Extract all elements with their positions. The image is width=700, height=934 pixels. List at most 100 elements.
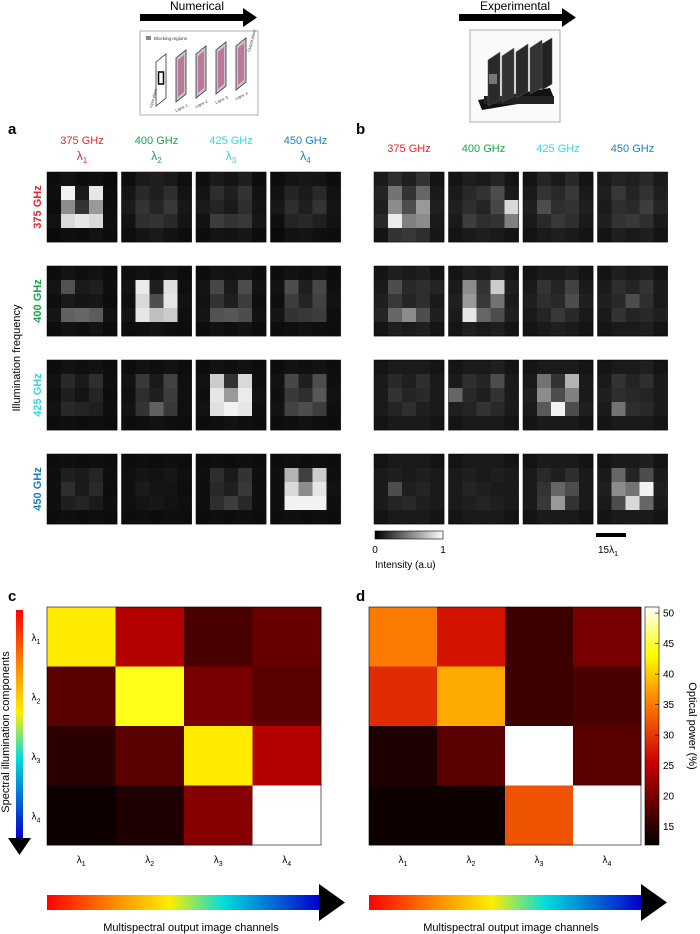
- experimental-arrow-head: [562, 8, 576, 27]
- intensity-pixel: [252, 294, 267, 309]
- intensity-pixel: [103, 388, 118, 403]
- intensity-pixel: [89, 388, 104, 403]
- intensity-pixel: [448, 308, 463, 323]
- panelA-subimage: [121, 453, 192, 525]
- intensity-pixel: [89, 214, 104, 229]
- intensity-pixel: [551, 468, 566, 483]
- intensity-pixel: [61, 214, 76, 229]
- intensity-pixel: [504, 416, 519, 431]
- intensity-pixel: [210, 454, 225, 469]
- intensity-pixel: [135, 454, 150, 469]
- intensity-pixel: [252, 388, 267, 403]
- panelA-col-lambda-sub: 1: [83, 156, 88, 165]
- schematic-diagram: Blocking regions Input plane Layer 1 Lay…: [139, 28, 259, 116]
- intensity-pixel: [504, 374, 519, 389]
- intensity-pixel: [504, 172, 519, 187]
- intensity-pixel: [653, 308, 668, 323]
- intensity-pixel: [47, 416, 62, 431]
- subimage-border: [373, 359, 445, 431]
- optical-power-tick-label: 25: [663, 761, 675, 772]
- intensity-pixel: [270, 294, 285, 309]
- intensity-pixel: [47, 454, 62, 469]
- intensity-pixel: [326, 496, 341, 511]
- intensity-pixel: [579, 186, 594, 201]
- subimage-border: [597, 265, 668, 337]
- intensity-pixel: [579, 482, 594, 497]
- panelA-row-label: 375 GHz: [32, 185, 44, 229]
- intensity-pixel: [523, 496, 538, 511]
- intensity-pixel: [238, 186, 253, 201]
- intensity-pixel: [224, 266, 239, 281]
- intensity-pixel: [388, 496, 403, 511]
- intensity-pixel: [430, 496, 445, 511]
- subimage-border: [597, 453, 668, 525]
- intensity-pixel: [196, 214, 211, 229]
- intensity-pixel: [448, 186, 463, 201]
- intensity-pixel: [224, 510, 239, 525]
- intensity-pixel: [611, 510, 626, 525]
- intensity-pixel: [402, 214, 417, 229]
- intensity-pixel: [462, 388, 477, 403]
- intensity-pixel: [565, 416, 580, 431]
- intensity-pixel: [448, 454, 463, 469]
- intensity-pixel: [448, 496, 463, 511]
- intensity-pixel: [639, 308, 654, 323]
- intensity-pixel: [476, 294, 491, 309]
- intensity-pixel: [551, 200, 566, 215]
- intensity-pixel: [224, 360, 239, 375]
- subimage-border: [522, 359, 594, 431]
- panelC-x-tick-sub: 1: [82, 861, 86, 868]
- intensity-pixel: [430, 360, 445, 375]
- intensity-pixel: [490, 266, 505, 281]
- intensity-pixel: [177, 280, 192, 295]
- heatmap-cell: [252, 607, 322, 667]
- intensity-pixel: [537, 496, 552, 511]
- intensity-pixel: [224, 294, 239, 309]
- panelA-subimage: [121, 171, 192, 243]
- intensity-pixel: [284, 416, 299, 431]
- intensity-pixel: [224, 322, 239, 337]
- panelA-col-header: 425 GHz: [209, 135, 252, 147]
- panelB-col-header: 400 GHz: [462, 143, 505, 155]
- intensity-pixel: [551, 186, 566, 201]
- intensity-pixel: [270, 266, 285, 281]
- intensity-pixel: [47, 322, 62, 337]
- intensity-pixel: [565, 186, 580, 201]
- intensity-pixel: [149, 454, 164, 469]
- heatmap-cell: [184, 607, 253, 667]
- intensity-pixel: [61, 360, 76, 375]
- intensity-pixel: [430, 510, 445, 525]
- intensity-pixel: [103, 322, 118, 337]
- intensity-pixel: [135, 280, 150, 295]
- intensity-pixel: [252, 200, 267, 215]
- intensity-pixel: [523, 294, 538, 309]
- intensity-pixel: [75, 482, 90, 497]
- intensity-pixel: [224, 482, 239, 497]
- intensity-pixel: [476, 402, 491, 417]
- intensity-pixel: [270, 510, 285, 525]
- intensity-pixel: [462, 360, 477, 375]
- panelB-subimage: [448, 453, 519, 525]
- intensity-pixel: [537, 402, 552, 417]
- intensity-pixel: [121, 322, 136, 337]
- intensity-pixel: [121, 308, 136, 323]
- experimental-label: Experimental: [480, 0, 550, 13]
- intensity-pixel: [298, 308, 313, 323]
- intensity-pixel: [135, 482, 150, 497]
- heatmap-cell: [505, 726, 574, 786]
- intensity-pixel: [490, 186, 505, 201]
- panelB-subimage: [373, 171, 445, 243]
- intensity-pixel: [121, 416, 136, 431]
- intensity-pixel: [121, 468, 136, 483]
- optical-power-tick-label: 50: [663, 609, 675, 620]
- intensity-pixel: [416, 374, 431, 389]
- intensity-pixel: [625, 322, 640, 337]
- schematic-input-label: Input plane: [148, 87, 158, 108]
- intensity-pixel: [238, 468, 253, 483]
- intensity-pixel: [639, 214, 654, 229]
- panelB-subimage: [373, 265, 445, 337]
- panelA-col-lambda: λ4: [300, 149, 311, 165]
- intensity-pixel: [523, 468, 538, 483]
- intensity-pixel: [416, 200, 431, 215]
- intensity-pixel: [270, 308, 285, 323]
